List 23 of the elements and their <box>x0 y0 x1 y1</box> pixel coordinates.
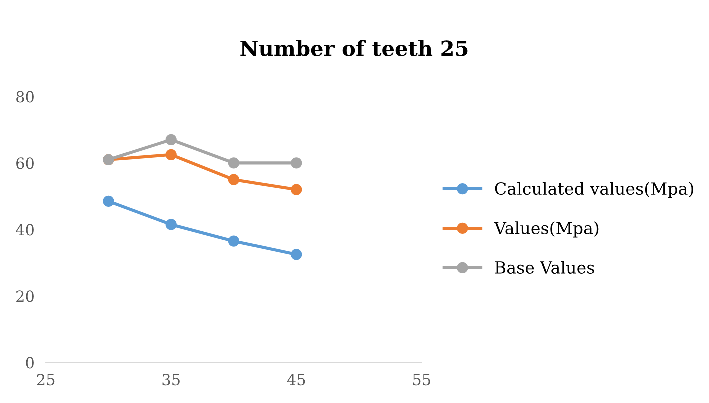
chart-title: Number of teeth 25 <box>240 40 468 56</box>
point <box>228 158 240 169</box>
x-tick-label: 25 <box>37 374 55 386</box>
point <box>291 249 302 260</box>
x-tick-label: 45 <box>287 374 306 386</box>
y-tick-label: 40 <box>16 224 34 236</box>
point <box>291 158 302 169</box>
legend-label: Values(Mpa) <box>494 222 599 238</box>
y-tick-label: 60 <box>16 158 34 170</box>
y-tick-label: 20 <box>16 290 34 302</box>
point <box>228 236 240 247</box>
point <box>228 174 240 186</box>
x-tick-label: 55 <box>413 374 430 386</box>
y-tick-label: 80 <box>16 91 34 103</box>
point <box>103 196 114 208</box>
x-tick-label: 35 <box>162 374 180 386</box>
point <box>166 219 177 230</box>
point <box>291 184 302 196</box>
y-tick-label: 0 <box>26 357 34 369</box>
legend-label: Base Values <box>495 261 594 274</box>
point <box>166 134 177 146</box>
legend-label: Calculated values(Mpa) <box>495 182 694 198</box>
point <box>166 149 177 160</box>
